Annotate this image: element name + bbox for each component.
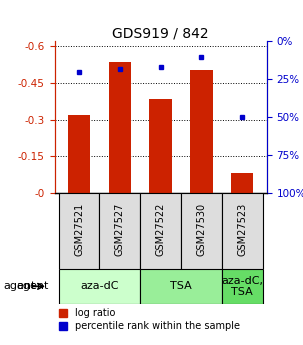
Bar [222, 269, 263, 304]
Text: GSM27522: GSM27522 [155, 203, 166, 256]
Legend: log ratio, percentile rank within the sample: log ratio, percentile rank within the sa… [59, 308, 240, 332]
Text: aza-dC,
TSA: aza-dC, TSA [221, 276, 263, 297]
Bar [108, 62, 131, 193]
Text: aza-dC: aza-dC [80, 282, 119, 291]
Bar [149, 99, 172, 193]
Text: agent: agent [3, 282, 35, 291]
Text: TSA: TSA [170, 282, 192, 291]
Bar [58, 269, 140, 304]
Text: agent: agent [16, 282, 48, 291]
Text: GSM27523: GSM27523 [237, 203, 247, 256]
Bar [68, 115, 90, 193]
Text: GSM27521: GSM27521 [74, 203, 84, 256]
Title: GDS919 / 842: GDS919 / 842 [112, 26, 209, 40]
Bar [181, 193, 222, 269]
Bar [140, 269, 222, 304]
Bar [140, 193, 181, 269]
Bar [190, 70, 213, 193]
Bar [99, 193, 140, 269]
Bar [231, 173, 253, 193]
Text: GSM27527: GSM27527 [115, 203, 125, 256]
Bar [222, 193, 263, 269]
Bar [58, 193, 99, 269]
Text: GSM27530: GSM27530 [196, 203, 206, 256]
